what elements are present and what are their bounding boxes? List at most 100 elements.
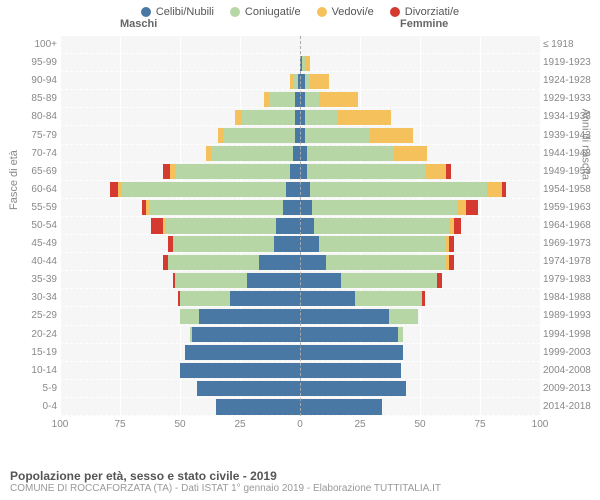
age-label: 60-64 <box>2 184 57 195</box>
x-tick: 25 <box>354 419 365 430</box>
bar-segment <box>307 164 425 179</box>
bar-segment <box>242 110 295 125</box>
bar-segment <box>269 92 295 107</box>
bar-segment <box>223 128 295 143</box>
age-label: 75-79 <box>2 130 57 141</box>
bar-segment <box>305 92 319 107</box>
bar-segment <box>300 291 355 306</box>
bars-female <box>300 236 540 251</box>
bars-female <box>300 200 540 215</box>
legend-swatch <box>141 7 151 17</box>
birth-label: 1934-1938 <box>543 111 598 122</box>
bar-segment <box>449 255 454 270</box>
bar-segment <box>487 182 501 197</box>
bars-female <box>300 218 540 233</box>
bar-segment <box>180 291 230 306</box>
bar-segment <box>355 291 422 306</box>
x-tick: 0 <box>297 419 303 430</box>
bar-segment <box>502 182 507 197</box>
age-label: 20-24 <box>2 329 57 340</box>
birth-label: 1979-1983 <box>543 274 598 285</box>
bars-male <box>60 291 300 306</box>
x-tick: 25 <box>234 419 245 430</box>
age-label: 45-49 <box>2 238 57 249</box>
legend-label: Coniugati/e <box>245 6 301 18</box>
bar-segment <box>122 182 285 197</box>
bar-segment <box>389 309 418 324</box>
bar-segment <box>151 218 163 233</box>
bar-segment <box>300 327 398 342</box>
birth-label: 1999-2003 <box>543 347 598 358</box>
bar-segment <box>216 399 300 414</box>
bar-segment <box>259 255 300 270</box>
birth-label: 1929-1933 <box>543 93 598 104</box>
bar-segment <box>305 56 310 71</box>
bars-male <box>60 255 300 270</box>
bar-segment <box>398 327 403 342</box>
bar-segment <box>197 381 300 396</box>
bars-male <box>60 381 300 396</box>
bar-segment <box>300 200 312 215</box>
bar-segment <box>449 236 454 251</box>
bars-male <box>60 273 300 288</box>
bar-segment <box>247 273 300 288</box>
bar-segment <box>173 236 274 251</box>
bars-female <box>300 381 540 396</box>
bar-segment <box>319 236 446 251</box>
birth-label: 1964-1968 <box>543 220 598 231</box>
legend-label: Celibi/Nubili <box>156 6 214 18</box>
grid-line <box>540 36 541 416</box>
age-label: 70-74 <box>2 148 57 159</box>
bar-segment <box>370 128 413 143</box>
age-label: 30-34 <box>2 292 57 303</box>
bar-segment <box>110 182 117 197</box>
bar-segment <box>422 291 424 306</box>
bar-segment <box>175 273 247 288</box>
bar-segment <box>394 146 428 161</box>
bar-segment <box>185 345 300 360</box>
bar-segment <box>199 309 300 324</box>
plot: 100+≤ 191895-991919-192390-941924-192885… <box>60 36 540 416</box>
header-male: Maschi <box>120 18 157 30</box>
bar-segment <box>166 218 276 233</box>
bars-male <box>60 37 300 52</box>
bar-segment <box>300 309 389 324</box>
bars-male <box>60 92 300 107</box>
bar-segment <box>168 255 259 270</box>
bar-segment <box>290 164 300 179</box>
bar-segment <box>305 128 370 143</box>
bars-female <box>300 182 540 197</box>
birth-label: 1944-1948 <box>543 148 598 159</box>
bar-segment <box>454 218 461 233</box>
x-axis: 1007550250255075100 <box>60 416 540 436</box>
birth-label: 1969-1973 <box>543 238 598 249</box>
x-tick: 50 <box>414 419 425 430</box>
bar-segment <box>149 200 283 215</box>
age-label: 15-19 <box>2 347 57 358</box>
bars-male <box>60 182 300 197</box>
bars-female <box>300 110 540 125</box>
bars-male <box>60 236 300 251</box>
bar-segment <box>300 273 341 288</box>
bars-male <box>60 164 300 179</box>
bar-segment <box>300 164 307 179</box>
bar-segment <box>307 146 393 161</box>
bars-female <box>300 146 540 161</box>
age-label: 90-94 <box>2 75 57 86</box>
bar-segment <box>192 327 300 342</box>
age-label: 55-59 <box>2 202 57 213</box>
bar-segment <box>283 200 300 215</box>
legend-swatch <box>317 7 327 17</box>
bar-segment <box>314 218 448 233</box>
bars-female <box>300 56 540 71</box>
legend-item: Vedovi/e <box>317 6 374 18</box>
bars-female <box>300 291 540 306</box>
bars-female <box>300 92 540 107</box>
bar-segment <box>338 110 391 125</box>
x-tick: 100 <box>532 419 549 430</box>
age-label: 80-84 <box>2 111 57 122</box>
bar-segment <box>425 164 447 179</box>
birth-label: 1984-1988 <box>543 292 598 303</box>
bar-segment <box>300 381 406 396</box>
legend-item: Celibi/Nubili <box>141 6 214 18</box>
